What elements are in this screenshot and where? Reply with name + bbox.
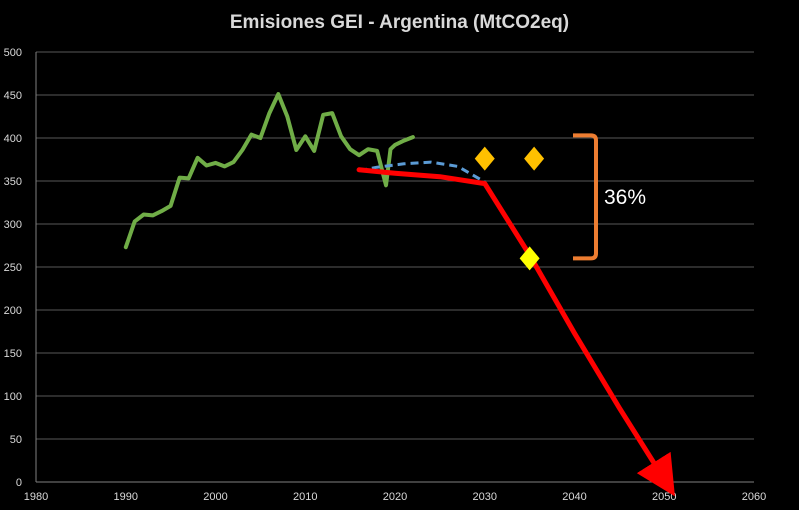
y-tick-label: 250: [4, 262, 22, 274]
reduction-path-arrow: [356, 167, 675, 497]
x-tick-label: 2040: [562, 491, 586, 503]
x-tick-label: 1990: [114, 491, 138, 503]
y-tick-label: 150: [4, 348, 22, 360]
y-tick-label: 450: [4, 90, 22, 102]
percent-label: 36%: [604, 186, 646, 209]
diamond-marker: [474, 146, 495, 171]
y-tick-label: 300: [4, 219, 22, 231]
y-tick-label: 0: [16, 477, 22, 489]
historical-emissions-line: [123, 92, 415, 250]
y-tick-label: 200: [4, 305, 22, 317]
diamond-marker: [519, 246, 540, 271]
x-tick-label: 1980: [24, 491, 48, 503]
y-tick-label: 50: [10, 434, 22, 446]
x-tick-label: 2030: [473, 491, 497, 503]
y-tick-label: 350: [4, 176, 22, 188]
x-tick-label: 2000: [203, 491, 227, 503]
x-tick-label: 2010: [293, 491, 317, 503]
y-tick-label: 100: [4, 391, 22, 403]
chart-title: Emisiones GEI - Argentina (MtCO2eq): [229, 12, 570, 33]
x-tick-label: 2050: [652, 491, 676, 503]
projection-dashed-line: [358, 160, 486, 184]
diamond-marker: [524, 146, 545, 171]
percent-bracket: [573, 133, 598, 261]
y-tick-label: 400: [4, 133, 22, 145]
y-tick-label: 500: [4, 47, 22, 59]
x-tick-label: 2060: [742, 491, 766, 503]
x-tick-label: 2020: [383, 491, 407, 503]
